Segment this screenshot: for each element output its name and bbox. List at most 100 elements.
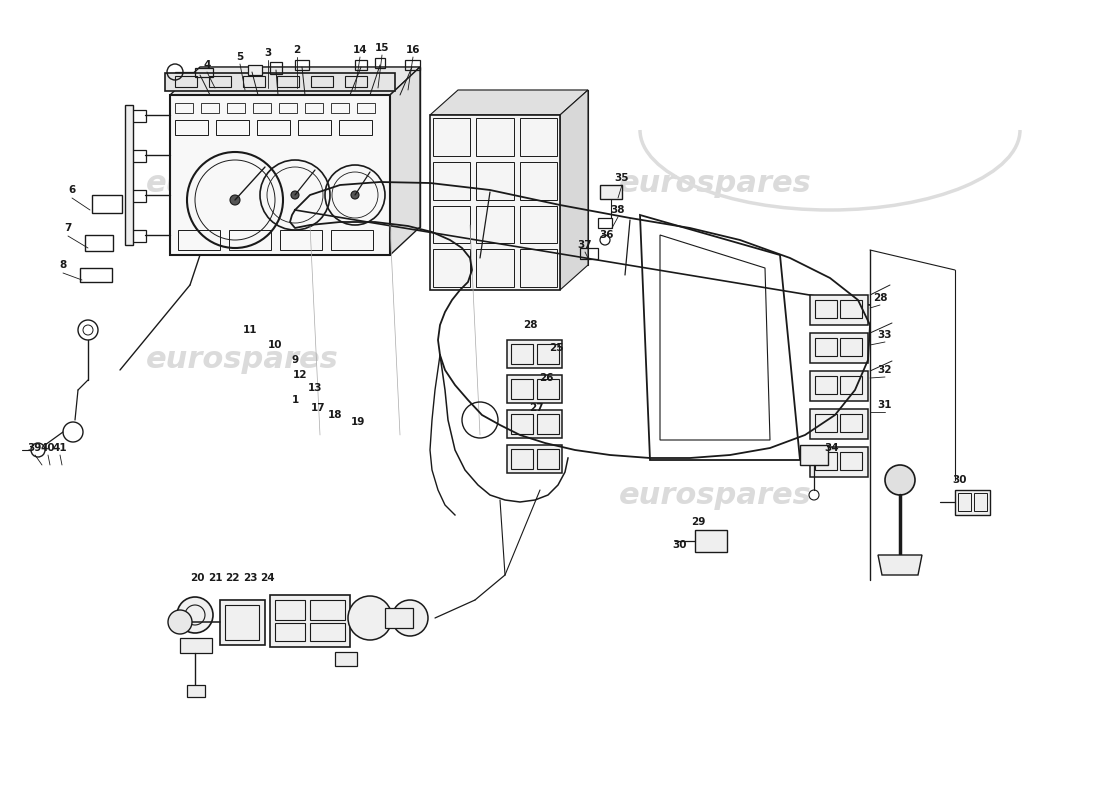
Bar (336, 652, 358, 666)
Bar (257, 120, 290, 135)
Bar (810, 409, 868, 439)
Bar (132, 230, 146, 242)
Circle shape (292, 191, 299, 199)
Text: 7: 7 (64, 223, 72, 233)
Text: 15: 15 (375, 43, 389, 53)
Text: 40: 40 (41, 443, 55, 453)
Bar (600, 185, 621, 199)
Polygon shape (430, 90, 588, 115)
Text: eurospares: eurospares (145, 346, 339, 374)
Bar (248, 65, 262, 75)
Polygon shape (458, 90, 588, 265)
Bar (810, 333, 868, 363)
Bar (277, 76, 299, 87)
Bar (298, 120, 331, 135)
Bar (476, 162, 514, 199)
Text: 16: 16 (406, 45, 420, 55)
Bar (840, 452, 862, 470)
Text: 34: 34 (825, 443, 839, 453)
Text: 30: 30 (673, 540, 688, 550)
Bar (187, 685, 205, 697)
Text: 17: 17 (310, 403, 326, 413)
Bar (512, 414, 534, 434)
Bar (80, 268, 112, 282)
Bar (85, 235, 113, 251)
Polygon shape (170, 95, 390, 255)
Bar (178, 230, 220, 250)
Text: 3: 3 (264, 48, 272, 58)
Bar (537, 449, 559, 469)
Bar (339, 120, 372, 135)
Bar (358, 103, 375, 113)
Text: 23: 23 (243, 573, 257, 583)
Text: 22: 22 (224, 573, 240, 583)
Bar (580, 248, 598, 259)
Circle shape (168, 610, 192, 634)
Text: 28: 28 (872, 293, 888, 303)
Bar (227, 103, 245, 113)
Bar (331, 230, 373, 250)
Bar (958, 493, 971, 511)
Bar (810, 371, 868, 401)
Bar (598, 218, 612, 228)
Bar (175, 120, 208, 135)
Text: 35: 35 (615, 173, 629, 183)
Text: 24: 24 (260, 573, 274, 583)
Text: eurospares: eurospares (618, 482, 812, 510)
Circle shape (886, 465, 915, 495)
Bar (815, 376, 837, 394)
Bar (220, 600, 265, 645)
Text: 10: 10 (267, 340, 283, 350)
Bar (433, 206, 471, 243)
Bar (840, 414, 862, 432)
Bar (209, 76, 231, 87)
Bar (405, 60, 420, 70)
Text: 1: 1 (292, 395, 298, 405)
Bar (375, 58, 385, 68)
Bar (175, 76, 197, 87)
Bar (507, 340, 562, 368)
Bar (132, 110, 146, 122)
Bar (132, 150, 146, 162)
Text: 18: 18 (328, 410, 342, 420)
Text: 31: 31 (878, 400, 892, 410)
Text: 5: 5 (236, 52, 243, 62)
Bar (433, 162, 471, 199)
Bar (512, 379, 534, 399)
Bar (345, 76, 367, 87)
Bar (519, 118, 557, 156)
Bar (476, 206, 514, 243)
Circle shape (230, 195, 240, 205)
Bar (331, 103, 349, 113)
Text: 27: 27 (529, 403, 543, 413)
Bar (253, 103, 271, 113)
Polygon shape (170, 67, 420, 95)
Bar (507, 445, 562, 473)
Bar (305, 103, 323, 113)
Bar (295, 60, 309, 70)
Bar (243, 76, 265, 87)
Polygon shape (560, 90, 588, 290)
Bar (519, 250, 557, 287)
Bar (810, 447, 868, 477)
Bar (175, 103, 192, 113)
Bar (310, 623, 345, 641)
Bar (815, 452, 837, 470)
Text: 13: 13 (308, 383, 322, 393)
Text: 38: 38 (610, 205, 625, 215)
Bar (507, 410, 562, 438)
Bar (195, 68, 213, 77)
Text: 36: 36 (600, 230, 614, 240)
Circle shape (351, 191, 359, 199)
Text: 37: 37 (578, 240, 592, 250)
Bar (280, 230, 322, 250)
Bar (537, 344, 559, 364)
Bar (810, 295, 868, 325)
Bar (512, 344, 534, 364)
Text: 29: 29 (691, 517, 705, 527)
Bar (216, 120, 249, 135)
Bar (165, 73, 395, 91)
Polygon shape (200, 67, 420, 227)
Bar (275, 600, 305, 620)
Bar (229, 230, 271, 250)
